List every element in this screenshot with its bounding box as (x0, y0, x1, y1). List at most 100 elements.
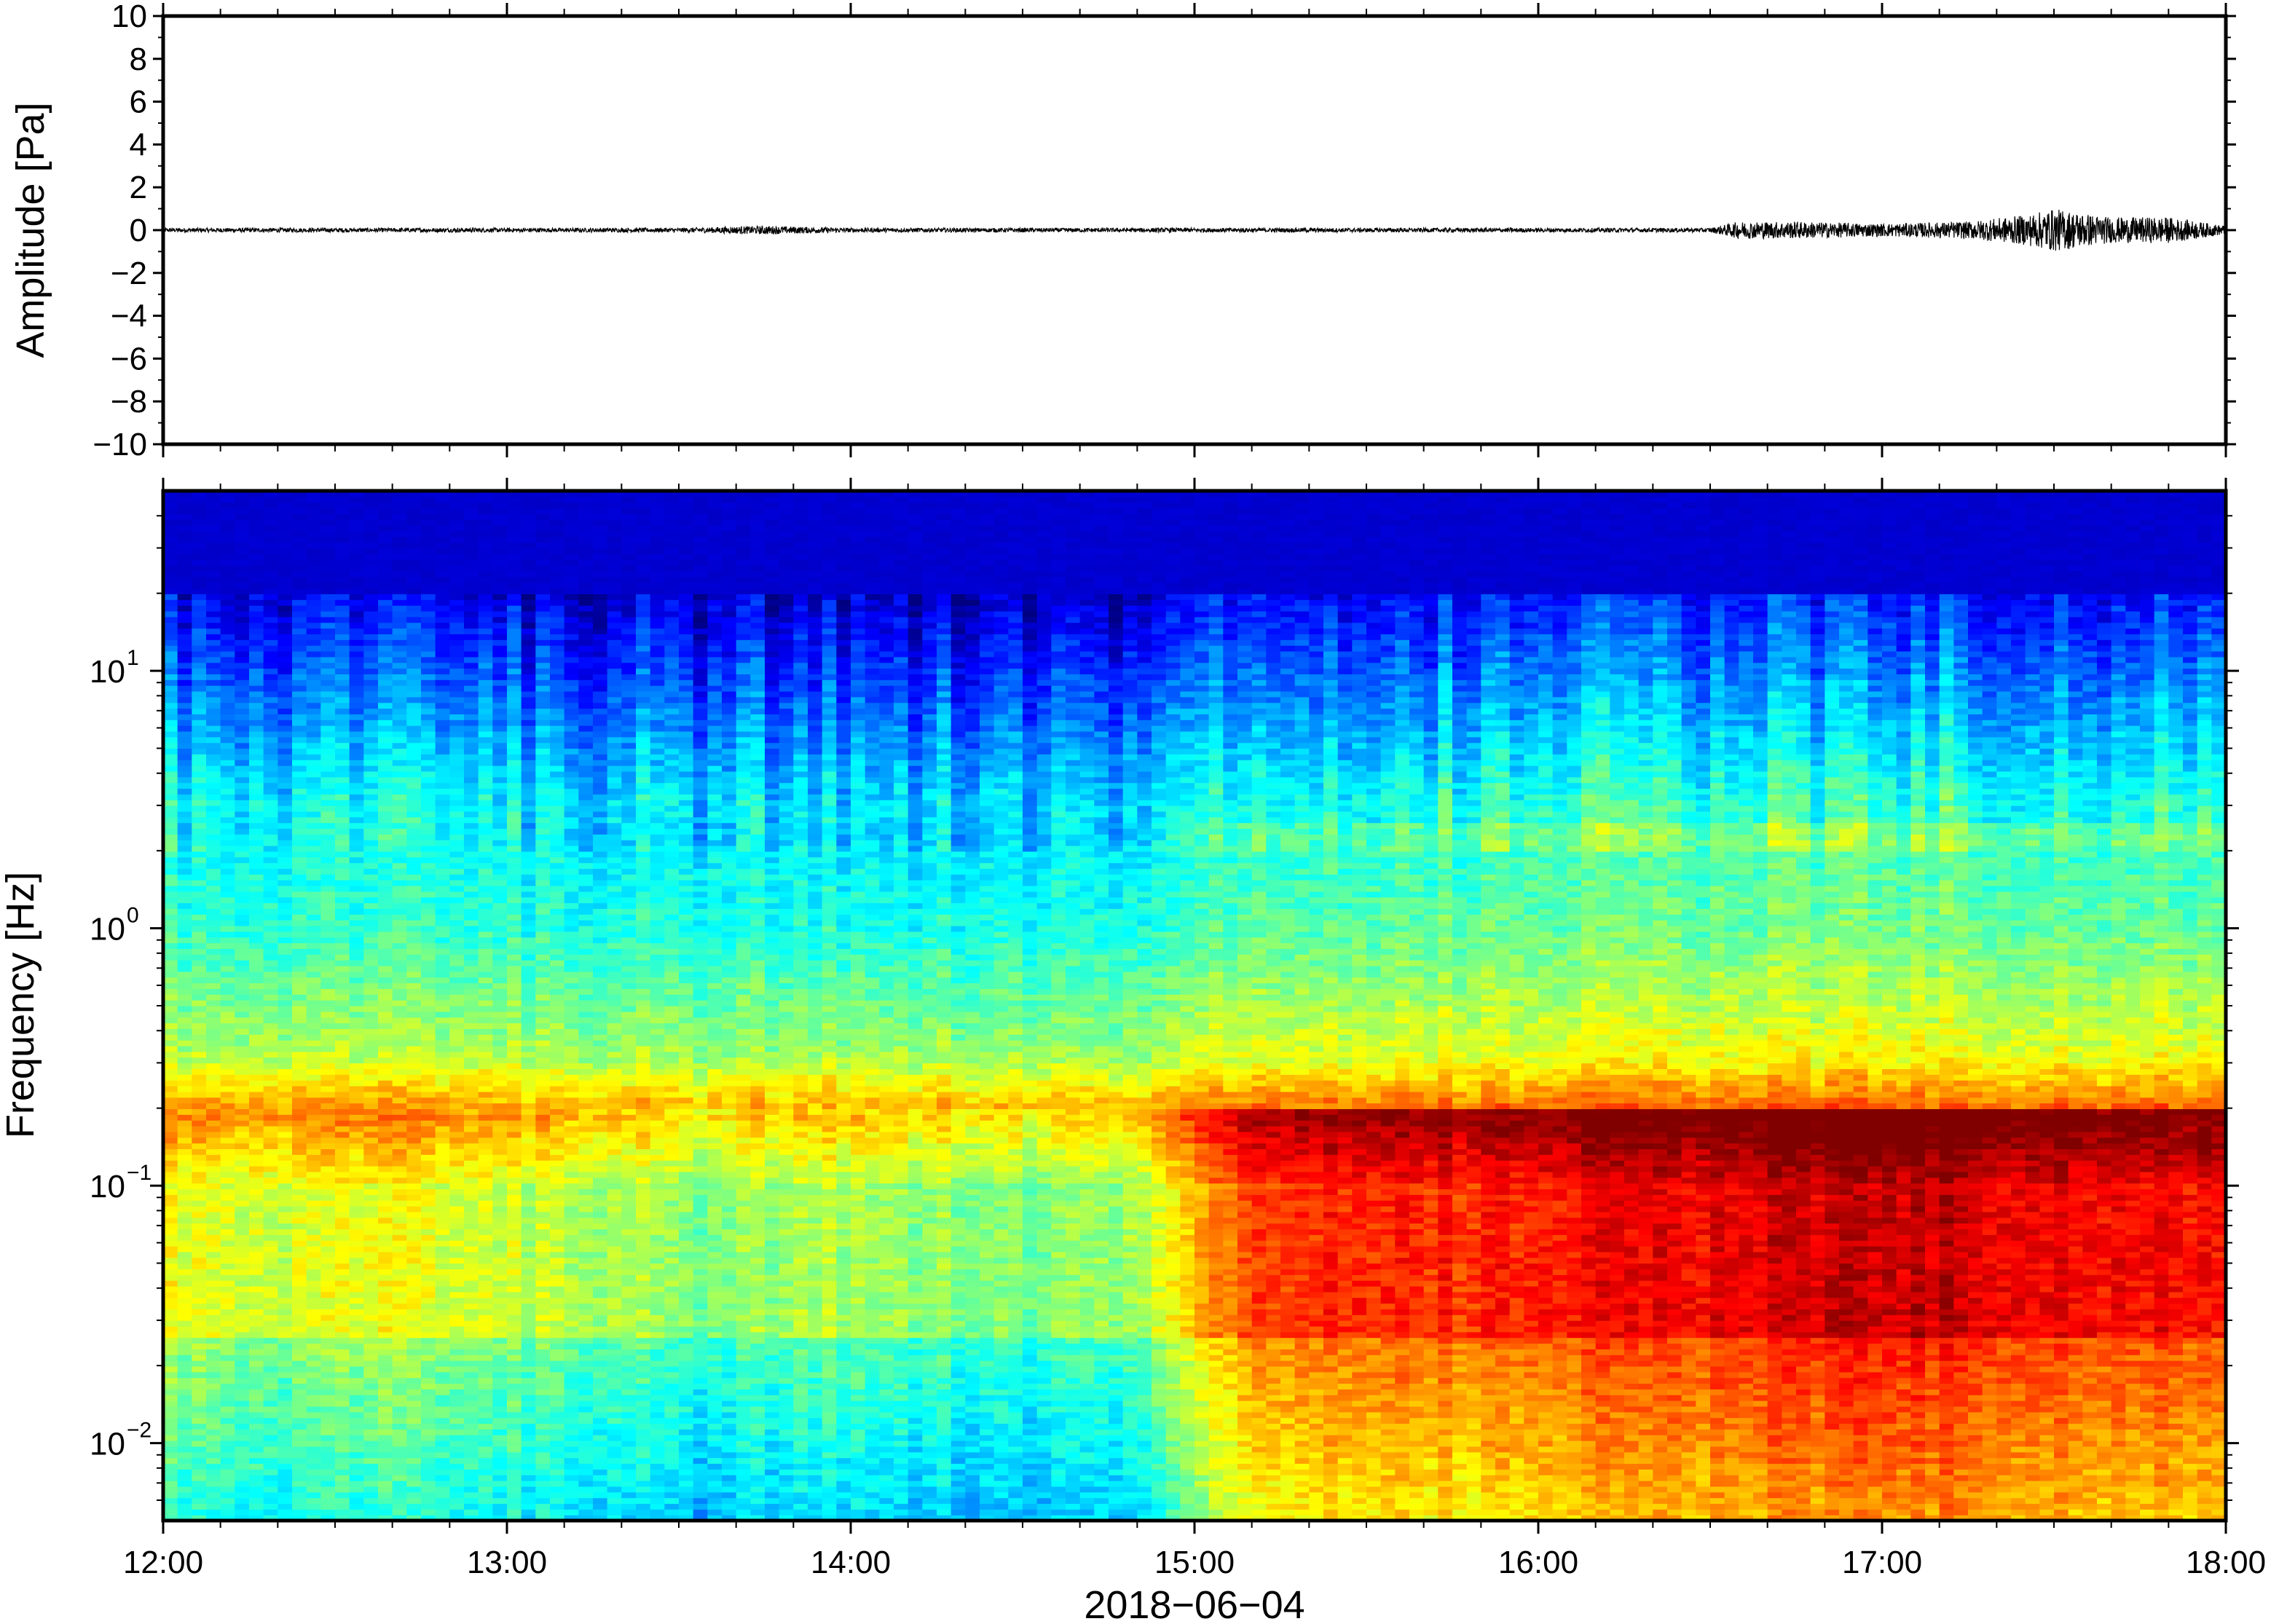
spectrogram-cell (263, 982, 278, 990)
spectrogram-cell (278, 1309, 293, 1315)
spectrogram-cell (220, 542, 235, 549)
spectrogram-cell (292, 1131, 307, 1138)
spectrogram-cell (292, 1171, 307, 1178)
spectrogram-cell (177, 714, 192, 720)
spectrogram-cell (449, 966, 465, 972)
spectrogram-cell (335, 1257, 350, 1264)
spectrogram-cell (249, 553, 264, 560)
spectrogram-cell (378, 1177, 393, 1184)
spectrogram-cell (435, 1481, 450, 1487)
spectrogram-cell (192, 1171, 207, 1178)
spectrogram-cell (263, 1171, 278, 1178)
spectrogram-cell (507, 690, 522, 698)
spectrogram-cell (249, 1291, 264, 1298)
spectrogram-cell (177, 1395, 192, 1401)
spectrogram-cell (363, 931, 379, 938)
spectrogram-cell (249, 736, 264, 744)
spectrogram-cell (464, 1040, 479, 1046)
spectrogram-cell (349, 679, 364, 686)
spectrogram-cell (220, 702, 235, 709)
spectrogram-cell (278, 628, 293, 634)
spectrogram-cell (349, 794, 364, 800)
spectrogram-cell (335, 1229, 350, 1235)
spectrogram-cell (378, 1091, 393, 1098)
spectrogram-cell (478, 1103, 493, 1109)
spectrogram-cell (192, 1331, 207, 1339)
spectrogram-cell (363, 886, 379, 892)
spectrogram-cell (421, 1325, 436, 1333)
spectrogram-cell (320, 1400, 336, 1407)
spectrogram-cell (335, 1291, 350, 1298)
spectrogram-cell (421, 880, 436, 886)
spectrogram-cell (320, 942, 336, 950)
spectrogram-cell (363, 1297, 379, 1304)
spectrogram-cell (206, 542, 221, 549)
spectrogram-cell (406, 1131, 422, 1138)
spectrogram-cell (163, 754, 178, 760)
spectrogram-cell (220, 942, 235, 950)
spectrogram-cell (192, 1183, 207, 1189)
spectrogram-cell (320, 1383, 336, 1390)
spectrogram-cell (263, 1365, 278, 1373)
spectrogram-cell (435, 1435, 450, 1441)
spectrogram-cell (177, 1371, 192, 1379)
spectrogram-cell (492, 599, 508, 606)
spectrogram-cell (320, 1229, 336, 1235)
spectrogram-cell (464, 868, 479, 875)
spectrogram-cell (363, 748, 379, 754)
spectrogram-cell (306, 674, 321, 680)
spectrogram-cell (378, 674, 393, 680)
spectrogram-cell (378, 845, 393, 852)
spectrogram-cell (363, 937, 379, 944)
spectrogram-cell (320, 1000, 336, 1006)
spectrogram-cell (478, 588, 493, 594)
spectrogram-cell (220, 668, 235, 674)
spectrogram-cell (492, 874, 508, 880)
spectrogram-cell (435, 685, 450, 692)
spectrogram-cell (392, 926, 407, 932)
spectrogram-cell (449, 1355, 465, 1361)
spectrogram-cell (306, 610, 321, 618)
spectrogram-cell (435, 902, 450, 910)
spectrogram-cell (435, 1291, 450, 1298)
spectrogram-cell (163, 1320, 178, 1327)
spectrogram-cell (449, 765, 465, 772)
spectrogram-cell (507, 800, 522, 806)
spectrogram-cell (192, 896, 207, 904)
spectrogram-cell (521, 816, 536, 824)
spectrogram-cell (220, 1325, 235, 1333)
spectrogram-cell (478, 886, 493, 892)
spectrogram-cell (278, 1022, 293, 1030)
spectrogram-cell (192, 760, 207, 766)
spectrogram-cell (507, 1285, 522, 1293)
spectrogram-cell (235, 502, 250, 509)
spectrogram-cell (306, 553, 321, 560)
spectrogram-cell (206, 582, 221, 589)
spectrogram-cell (449, 542, 465, 549)
spectrogram-cell (406, 662, 422, 669)
spectrogram-cell (235, 685, 250, 692)
spectrogram-cell (220, 639, 235, 646)
spectrogram-cell (263, 1411, 278, 1419)
spectrogram-cell (292, 1263, 307, 1269)
spectrogram-cell (478, 634, 493, 640)
spectrogram-cell (363, 1183, 379, 1189)
spectrogram-cell (535, 674, 551, 680)
spectrogram-cell (478, 525, 493, 532)
spectrogram-cell (392, 1463, 407, 1470)
spectrogram-cell (335, 954, 350, 961)
spectrogram-cell (363, 954, 379, 961)
spectrogram-cell (449, 1491, 465, 1499)
spectrogram-cell (206, 942, 221, 950)
spectrogram-cell (278, 765, 293, 772)
spectrogram-cell (249, 1395, 264, 1401)
spectrogram-cell (278, 1068, 293, 1075)
spectrogram-cell (521, 845, 536, 852)
spectrogram-cell (335, 840, 350, 846)
y-tick-label: −6 (111, 341, 147, 377)
spectrogram-cell (363, 1040, 379, 1046)
spectrogram-cell (464, 828, 479, 835)
spectrogram-cell (435, 1068, 450, 1075)
spectrogram-cell (206, 1063, 221, 1070)
spectrogram-cell (378, 628, 393, 634)
